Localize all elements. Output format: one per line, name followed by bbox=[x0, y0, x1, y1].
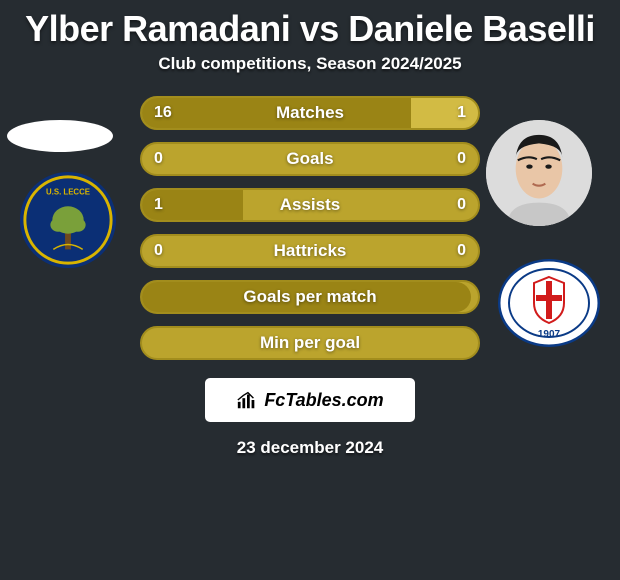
bar-value-left: 1 bbox=[154, 196, 163, 214]
player-right-avatar-svg bbox=[486, 120, 592, 226]
svg-text:1907: 1907 bbox=[538, 329, 561, 340]
bar-label: Min per goal bbox=[260, 333, 360, 353]
bar-label: Assists bbox=[280, 195, 340, 215]
club-badge-right: 1907 bbox=[498, 259, 600, 347]
page-subtitle: Club competitions, Season 2024/2025 bbox=[0, 54, 620, 96]
bar-row: 1 0 Assists bbox=[140, 188, 480, 222]
bar-value-left: 0 bbox=[154, 242, 163, 260]
snapshot-date: 23 december 2024 bbox=[0, 438, 620, 458]
bar-label: Matches bbox=[276, 103, 344, 123]
svg-text:U.S. LECCE: U.S. LECCE bbox=[46, 188, 90, 197]
lecce-badge-svg: U.S. LECCE bbox=[19, 171, 117, 269]
bar-label: Goals bbox=[286, 149, 333, 169]
como-badge-svg: 1907 bbox=[498, 259, 600, 347]
bar-value-right: 0 bbox=[457, 242, 466, 260]
page-title: Ylber Ramadani vs Daniele Baselli bbox=[0, 0, 620, 54]
bar-fill-right bbox=[411, 98, 478, 128]
bar-value-right: 0 bbox=[457, 196, 466, 214]
club-badge-left: U.S. LECCE bbox=[19, 171, 117, 269]
comparison-bars: 16 1 Matches 0 0 Goals 1 0 Assists 0 0 Hattricks Goa… bbox=[140, 96, 480, 360]
bar-row: 0 0 Goals bbox=[140, 142, 480, 176]
bar-row: Goals per match bbox=[140, 280, 480, 314]
bar-value-left: 16 bbox=[154, 104, 172, 122]
bar-value-right: 0 bbox=[457, 150, 466, 168]
bar-value-left: 0 bbox=[154, 150, 163, 168]
player-left-avatar bbox=[7, 120, 113, 152]
bar-row: 0 0 Hattricks bbox=[140, 234, 480, 268]
attribution-badge: FcTables.com bbox=[205, 378, 415, 422]
player-right-avatar bbox=[486, 120, 592, 226]
bar-value-right: 1 bbox=[457, 104, 466, 122]
chart-icon bbox=[236, 389, 258, 411]
bar-row: Min per goal bbox=[140, 326, 480, 360]
bar-row: 16 1 Matches bbox=[140, 96, 480, 130]
bar-label: Goals per match bbox=[243, 287, 376, 307]
attribution-text: FcTables.com bbox=[264, 390, 383, 411]
bar-label: Hattricks bbox=[274, 241, 347, 261]
